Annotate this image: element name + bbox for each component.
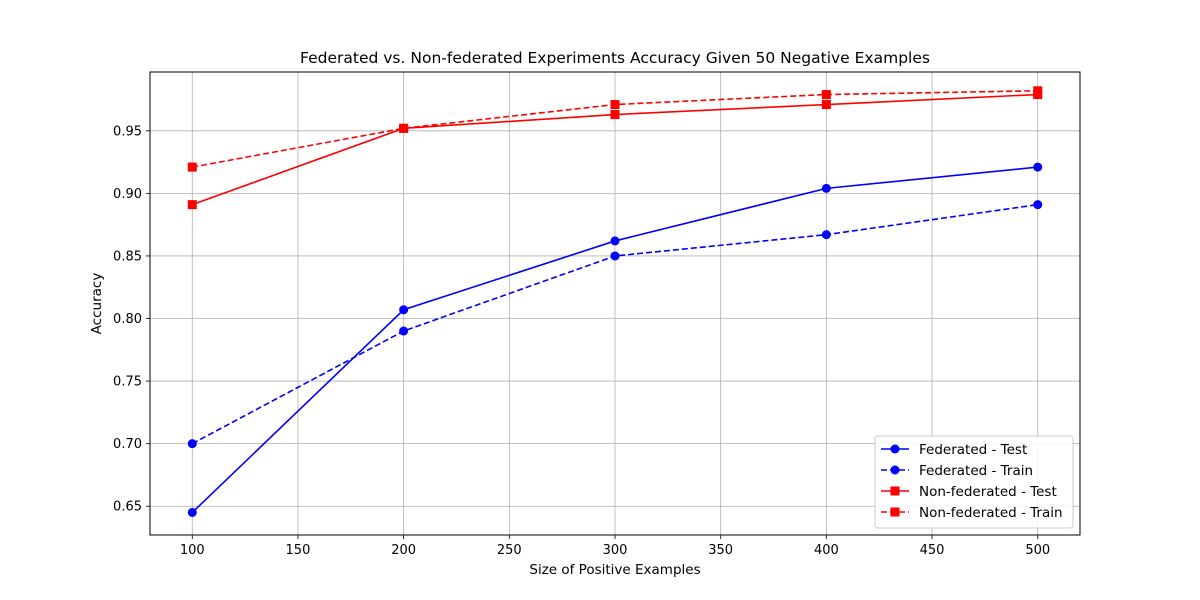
legend-item: Federated - Train — [881, 463, 1033, 479]
x-tick-label: 100 — [180, 543, 205, 558]
chart-title: Federated vs. Non-federated Experiments … — [300, 49, 930, 67]
legend: Federated - Test Federated - Train Non-fed… — [874, 435, 1074, 529]
axis-ticks: 100 150 200 250 300 350 400 450 500 0.65 0.70 0.75 0… — [113, 124, 1050, 558]
y-tick-label: 0.70 — [113, 437, 142, 452]
series-federated-test — [187, 162, 1043, 517]
x-axis-label: Size of Positive Examples — [529, 562, 700, 578]
legend-label: Non-federated - Train — [919, 505, 1063, 521]
legend-marker — [890, 507, 900, 517]
y-tick-label: 0.75 — [113, 375, 142, 390]
legend-item: Non-federated - Test — [881, 484, 1057, 500]
series-point — [821, 183, 831, 193]
series-point — [187, 200, 197, 210]
series-point — [187, 507, 197, 517]
legend-item: Federated - Test — [881, 442, 1027, 458]
series-point — [610, 236, 620, 246]
series-group — [187, 86, 1043, 517]
series-point — [399, 305, 409, 315]
series-point — [821, 90, 831, 100]
series-federated-train — [187, 200, 1043, 449]
y-tick-label: 0.95 — [113, 124, 142, 139]
series-point — [399, 123, 409, 133]
legend-marker — [890, 444, 900, 454]
legend-marker — [890, 465, 900, 475]
series-point — [187, 162, 197, 172]
series-point — [399, 326, 409, 336]
x-tick-label: 450 — [920, 543, 945, 558]
series-point — [610, 110, 620, 120]
legend-label: Federated - Train — [919, 463, 1033, 479]
x-tick-label: 300 — [603, 543, 628, 558]
series-point — [1033, 162, 1043, 172]
legend-label: Non-federated - Test — [919, 484, 1057, 500]
series-point — [610, 100, 620, 110]
series-non-federated-train — [187, 86, 1043, 172]
y-tick-label: 0.80 — [113, 312, 142, 327]
series-point — [1033, 200, 1043, 210]
legend-marker — [890, 486, 900, 496]
series-point — [187, 439, 197, 449]
y-axis-label: Accuracy — [89, 273, 105, 335]
series-point — [821, 230, 831, 240]
legend-box — [874, 435, 1074, 529]
x-tick-label: 400 — [814, 543, 839, 558]
series-point — [610, 251, 620, 261]
x-tick-label: 150 — [286, 543, 311, 558]
legend-item: Non-federated - Train — [881, 505, 1063, 521]
x-tick-label: 350 — [708, 543, 733, 558]
x-tick-label: 200 — [391, 543, 416, 558]
series-point — [821, 100, 831, 110]
series-point — [1033, 86, 1043, 96]
legend-label: Federated - Test — [919, 442, 1027, 458]
x-tick-label: 250 — [497, 543, 522, 558]
y-tick-label: 0.90 — [113, 187, 142, 202]
y-tick-label: 0.65 — [113, 500, 142, 515]
y-tick-label: 0.85 — [113, 249, 142, 264]
x-tick-label: 500 — [1025, 543, 1050, 558]
